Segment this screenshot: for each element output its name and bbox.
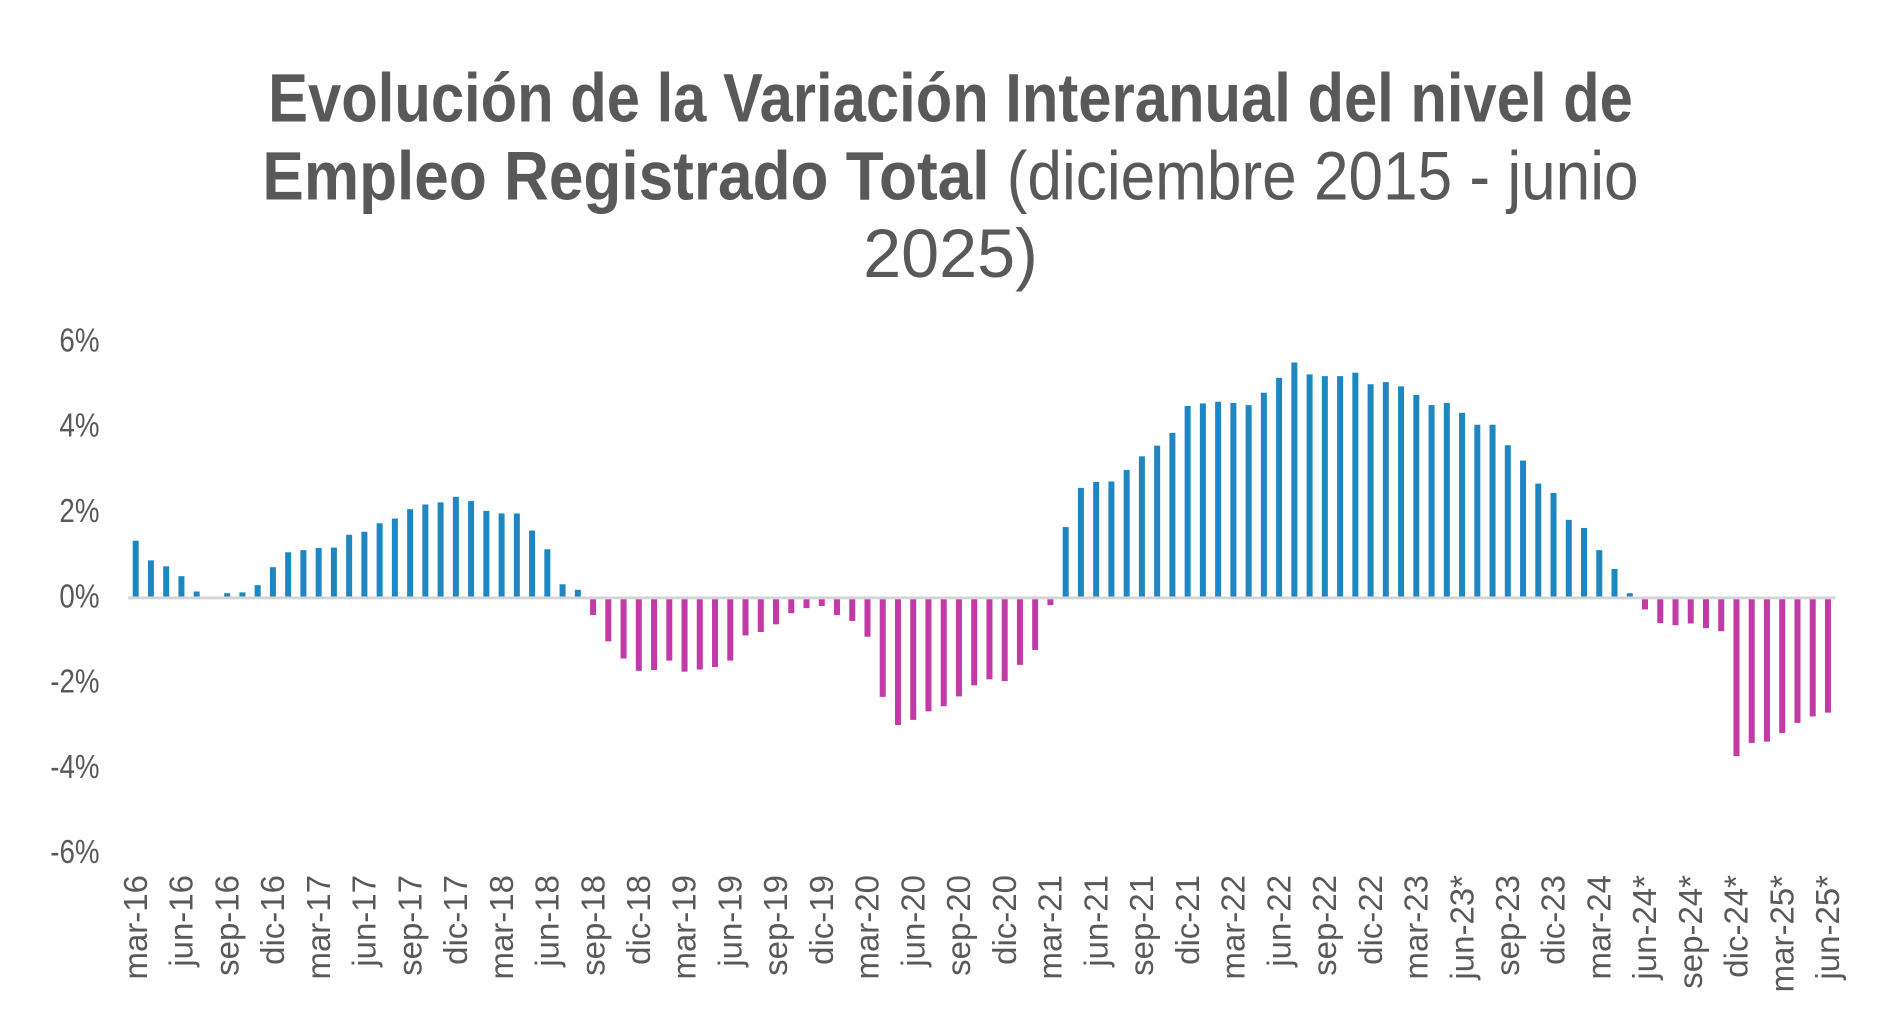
svg-text:jun-18: jun-18 [529,875,566,968]
svg-text:-2%: -2% [50,663,99,700]
svg-text:jun-17: jun-17 [346,875,383,968]
svg-text:dic-24*: dic-24* [1718,875,1755,978]
svg-text:jun-23*: jun-23* [1443,875,1480,981]
svg-text:0%: 0% [59,578,99,615]
svg-text:2%: 2% [59,493,99,530]
svg-text:jun-21: jun-21 [1077,875,1114,968]
svg-text:jun-20: jun-20 [894,875,931,968]
svg-text:mar-18: mar-18 [483,875,520,980]
svg-text:Empleo Registrado Total (dicie: Empleo Registrado Total (diciembre 2015 … [262,137,1638,214]
svg-text:mar-21: mar-21 [1032,875,1069,980]
svg-text:jun-19: jun-19 [712,875,749,968]
svg-text:sep-22: sep-22 [1306,875,1343,976]
svg-text:dic-18: dic-18 [620,875,657,965]
svg-text:Evolución de la Variación Inte: Evolución de la Variación Interanual del… [268,60,1633,137]
svg-text:mar-20: mar-20 [849,875,886,980]
svg-text:sep-18: sep-18 [574,875,611,976]
svg-text:mar-22: mar-22 [1215,875,1252,980]
svg-text:sep-19: sep-19 [757,875,794,976]
svg-text:sep-21: sep-21 [1123,875,1160,976]
svg-text:-4%: -4% [50,749,99,786]
svg-text:jun-22: jun-22 [1260,875,1297,968]
svg-text:sep-20: sep-20 [940,875,977,976]
svg-text:sep-24*: sep-24* [1672,875,1709,989]
svg-text:sep-17: sep-17 [391,875,428,976]
svg-text:mar-25*: mar-25* [1763,875,1800,993]
svg-text:dic-17: dic-17 [437,875,474,965]
svg-text:-6%: -6% [50,834,99,871]
svg-text:sep-16: sep-16 [208,875,245,976]
svg-text:jun-24*: jun-24* [1626,875,1663,981]
svg-text:6%: 6% [59,322,99,359]
svg-text:dic-23: dic-23 [1535,875,1572,965]
svg-text:mar-19: mar-19 [666,875,703,980]
svg-text:2025): 2025) [863,215,1038,292]
svg-text:dic-16: dic-16 [254,875,291,965]
svg-text:sep-23: sep-23 [1489,875,1526,976]
svg-text:dic-22: dic-22 [1352,875,1389,965]
svg-text:dic-19: dic-19 [803,875,840,965]
svg-text:4%: 4% [59,407,99,444]
svg-text:mar-23: mar-23 [1398,875,1435,980]
svg-text:jun-25*: jun-25* [1809,875,1846,981]
svg-text:mar-24: mar-24 [1581,875,1618,980]
svg-text:dic-20: dic-20 [986,875,1023,965]
svg-text:mar-17: mar-17 [300,875,337,980]
svg-text:jun-16: jun-16 [163,875,200,968]
svg-text:mar-16: mar-16 [117,875,154,980]
svg-text:dic-21: dic-21 [1169,875,1206,965]
